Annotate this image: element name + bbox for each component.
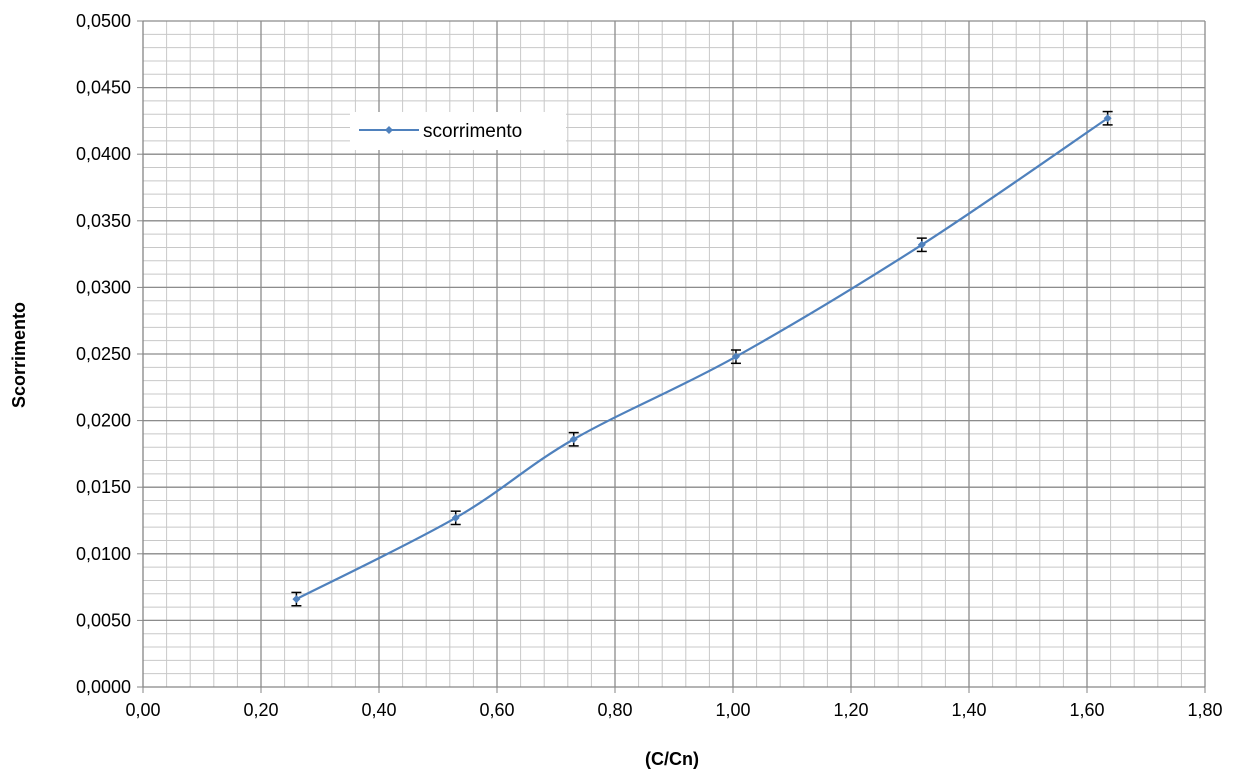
series-layer bbox=[295, 117, 1109, 601]
axes bbox=[137, 20, 1206, 693]
y-tick-label: 0,0050 bbox=[76, 610, 131, 630]
data-points bbox=[292, 114, 1112, 604]
x-tick-label: 0,80 bbox=[597, 700, 632, 720]
x-tick-label: 1,80 bbox=[1187, 700, 1222, 720]
x-tick-label: 1,40 bbox=[951, 700, 986, 720]
y-tick-label: 0,0200 bbox=[76, 411, 131, 431]
y-tick-label: 0,0100 bbox=[76, 544, 131, 564]
data-point bbox=[451, 513, 460, 522]
x-tick-label: 1,00 bbox=[715, 700, 750, 720]
y-tick-label: 0,0350 bbox=[76, 211, 131, 231]
legend-label: scorrimento bbox=[423, 121, 522, 142]
y-tick-label: 0,0150 bbox=[76, 477, 131, 497]
y-tick-label: 0,0250 bbox=[76, 344, 131, 364]
x-tick-labels: 0,00 0,20 0,40 0,60 0,80 1,00 1,20 1,40 1,60 1,80 bbox=[125, 700, 1222, 720]
data-point bbox=[569, 435, 578, 444]
x-tick-label: 0,60 bbox=[479, 700, 514, 720]
error-bars bbox=[291, 110, 1113, 607]
legend: scorrimento bbox=[350, 112, 566, 150]
x-tick-label: 0,00 bbox=[125, 700, 160, 720]
legend-marker bbox=[385, 126, 393, 134]
series-line bbox=[295, 117, 1109, 601]
major-gridlines bbox=[143, 20, 1206, 687]
y-tick-label: 0,0300 bbox=[76, 277, 131, 297]
y-axis-title: Scorrimento bbox=[9, 302, 29, 408]
x-tick-label: 0,40 bbox=[361, 700, 396, 720]
x-tick-label: 1,60 bbox=[1069, 700, 1104, 720]
y-tick-label: 0,0450 bbox=[76, 78, 131, 98]
data-point bbox=[1103, 114, 1112, 123]
y-tick-label: 0,0000 bbox=[76, 677, 131, 697]
x-tick-label: 0,20 bbox=[243, 700, 278, 720]
x-tick-label: 1,20 bbox=[833, 700, 868, 720]
data-point bbox=[917, 240, 926, 249]
data-point bbox=[731, 352, 740, 361]
x-axis-title: (C/Cn) bbox=[645, 749, 699, 769]
data-point bbox=[292, 595, 301, 604]
y-tick-label: 0,0500 bbox=[76, 11, 131, 31]
y-tick-labels: 0,0000 0,0050 0,0100 0,0150 0,0200 0,0250 0,03… bbox=[76, 11, 131, 697]
y-tick-label: 0,0400 bbox=[76, 144, 131, 164]
